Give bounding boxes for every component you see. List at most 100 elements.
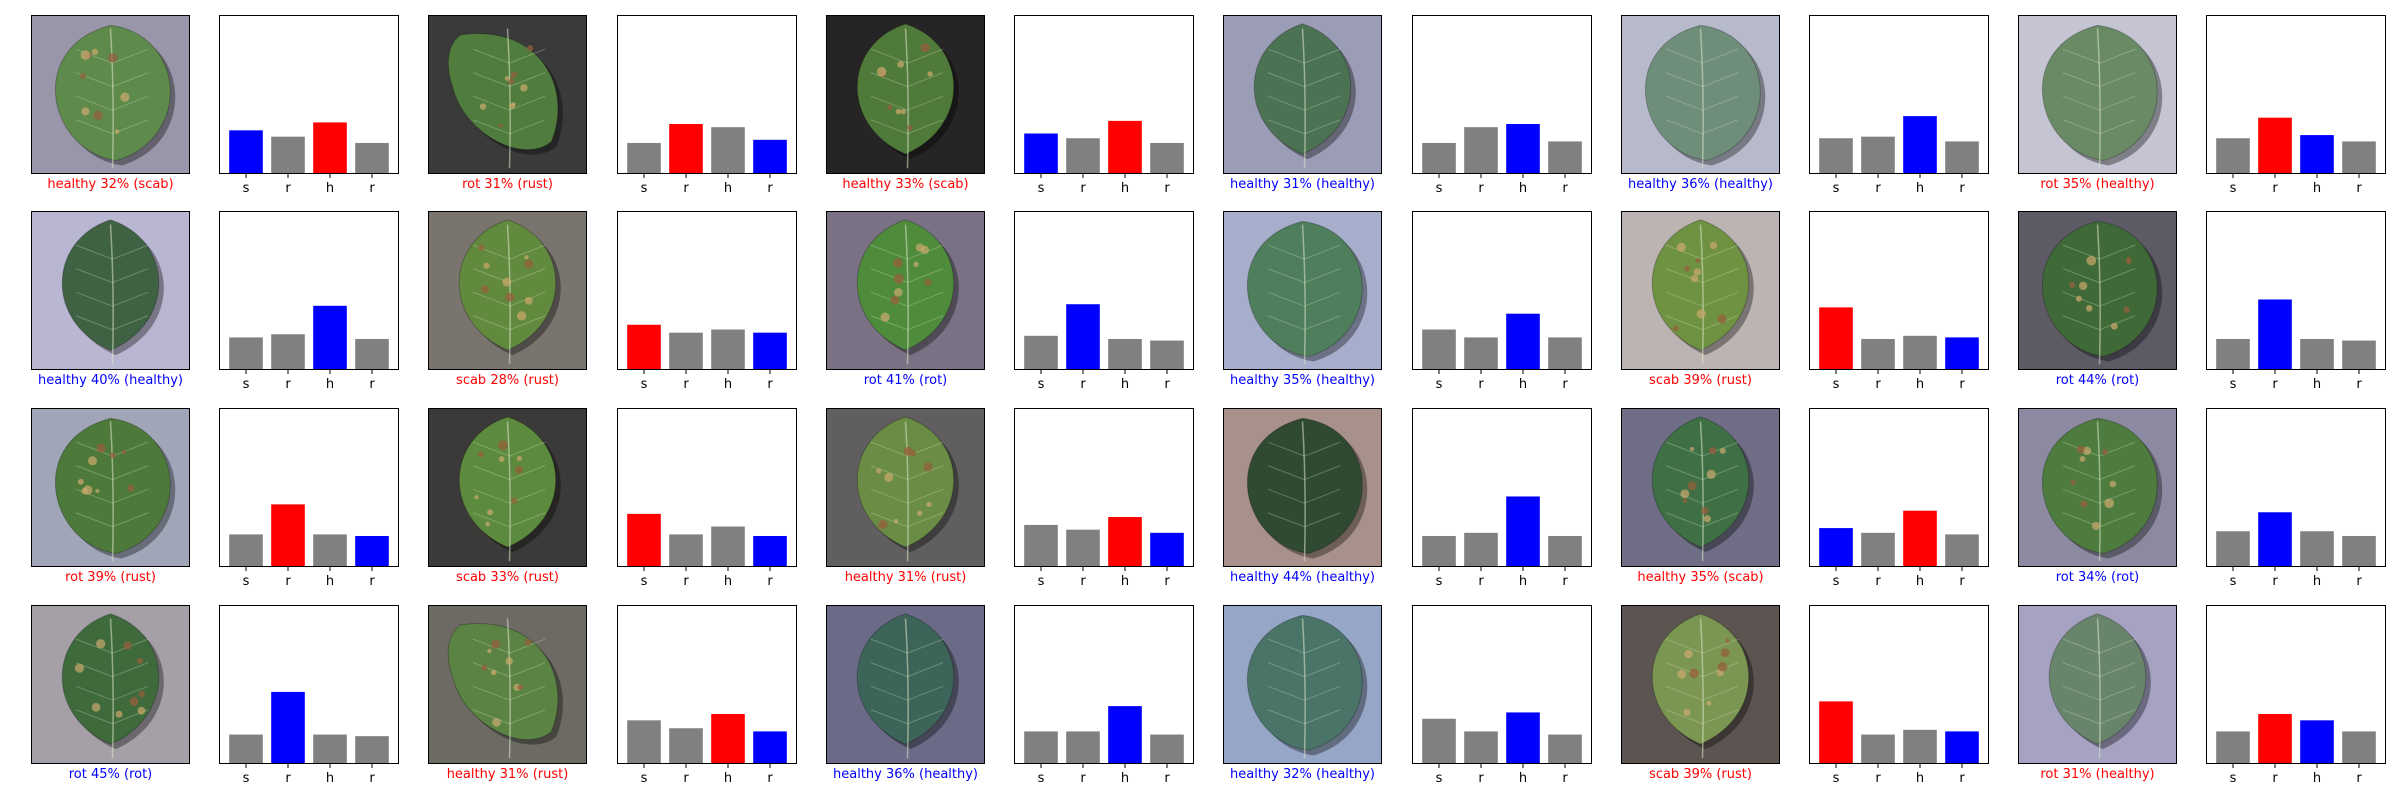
bar-2	[313, 122, 347, 173]
prediction-caption: healthy 31% (rust)	[844, 570, 967, 585]
x-tick-label: r	[369, 771, 375, 786]
x-tick-label: r	[2272, 574, 2278, 589]
x-tick-label: r	[1164, 181, 1170, 196]
x-tick-label: h	[1916, 574, 1924, 589]
x-tick-label: s	[1436, 574, 1443, 589]
bar-0	[627, 324, 661, 369]
x-tick-label: r	[285, 181, 291, 196]
bar-0	[1422, 535, 1456, 566]
x-tick-label: r	[683, 377, 689, 392]
leaf-photo-graphic	[429, 212, 586, 369]
prediction-caption: scab 33% (rust)	[456, 570, 559, 585]
x-tick-label: r	[369, 181, 375, 196]
bar-1	[2258, 714, 2292, 763]
bar-0	[1422, 142, 1456, 173]
x-tick-label: s	[2230, 181, 2237, 196]
bar-3	[2342, 141, 2376, 173]
x-tick-label: r	[369, 574, 375, 589]
prediction-caption: healthy 32% (scab)	[47, 177, 174, 192]
x-tick-label: r	[1562, 377, 1568, 392]
leaf-photo	[2018, 211, 2177, 370]
leaf-photo-graphic	[32, 409, 189, 566]
x-tick-label: s	[1833, 771, 1840, 786]
x-tick-label: r	[1875, 181, 1881, 196]
bar-1	[271, 504, 305, 566]
bar-2	[1108, 517, 1142, 566]
leaf-photo	[1223, 605, 1382, 764]
bar-3	[2342, 535, 2376, 566]
x-tick-label: r	[1875, 771, 1881, 786]
bar-1	[669, 728, 703, 763]
x-tick-label: r	[2272, 181, 2278, 196]
x-tick-label: r	[1875, 574, 1881, 589]
bar-3	[355, 142, 389, 173]
bar-1	[1861, 734, 1895, 763]
x-tick-label: h	[1916, 181, 1924, 196]
x-tick-label: h	[1121, 574, 1129, 589]
bar-3	[1150, 340, 1184, 369]
bar-1	[1066, 138, 1100, 173]
bar-2	[1903, 116, 1937, 173]
x-tick-label: s	[1833, 574, 1840, 589]
leaf-photo-graphic	[32, 212, 189, 369]
x-tick-label: r	[1164, 377, 1170, 392]
x-tick-label: r	[2272, 771, 2278, 786]
x-tick-label: s	[1038, 377, 1045, 392]
bar-2	[1108, 338, 1142, 369]
bar-1	[1861, 136, 1895, 173]
x-tick-label: r	[285, 377, 291, 392]
leaf-photo	[1223, 15, 1382, 174]
leaf-photo	[826, 15, 985, 174]
bar-0	[229, 337, 263, 369]
x-tick-label: r	[1875, 377, 1881, 392]
bar-3	[1548, 337, 1582, 369]
x-tick-label: r	[767, 771, 773, 786]
bar-0	[2216, 138, 2250, 173]
x-tick-label: s	[2230, 574, 2237, 589]
x-tick-label: r	[683, 181, 689, 196]
x-tick-label: s	[1436, 771, 1443, 786]
prediction-caption: healthy 35% (scab)	[1637, 570, 1764, 585]
bar-3	[1548, 535, 1582, 566]
leaf-photo-graphic	[827, 606, 984, 763]
x-tick-label: h	[1121, 377, 1129, 392]
bar-0	[1024, 335, 1058, 369]
prediction-caption: rot 45% (rot)	[68, 767, 153, 782]
x-tick-label: h	[2313, 377, 2321, 392]
bar-3	[2342, 731, 2376, 763]
bar-3	[753, 139, 787, 173]
prediction-caption: rot 41% (rot)	[863, 373, 948, 388]
x-tick-label: s	[1833, 377, 1840, 392]
x-tick-label: r	[2356, 377, 2362, 392]
x-tick-label: s	[1038, 771, 1045, 786]
bar-3	[1945, 534, 1979, 566]
x-tick-label: s	[2230, 771, 2237, 786]
bar-3	[1150, 532, 1184, 566]
x-tick-label: s	[243, 574, 250, 589]
x-tick-label: s	[2230, 377, 2237, 392]
x-tick-label: r	[1080, 377, 1086, 392]
prediction-caption: rot 35% (healthy)	[2040, 177, 2155, 192]
bar-3	[1548, 734, 1582, 763]
leaf-photo	[1621, 211, 1780, 370]
leaf-photo-graphic	[429, 606, 586, 763]
x-tick-label: h	[2313, 574, 2321, 589]
x-tick-label: r	[1478, 181, 1484, 196]
leaf-photo-graphic	[1622, 212, 1779, 369]
leaf-photo	[428, 605, 587, 764]
leaf-photo	[428, 15, 587, 174]
